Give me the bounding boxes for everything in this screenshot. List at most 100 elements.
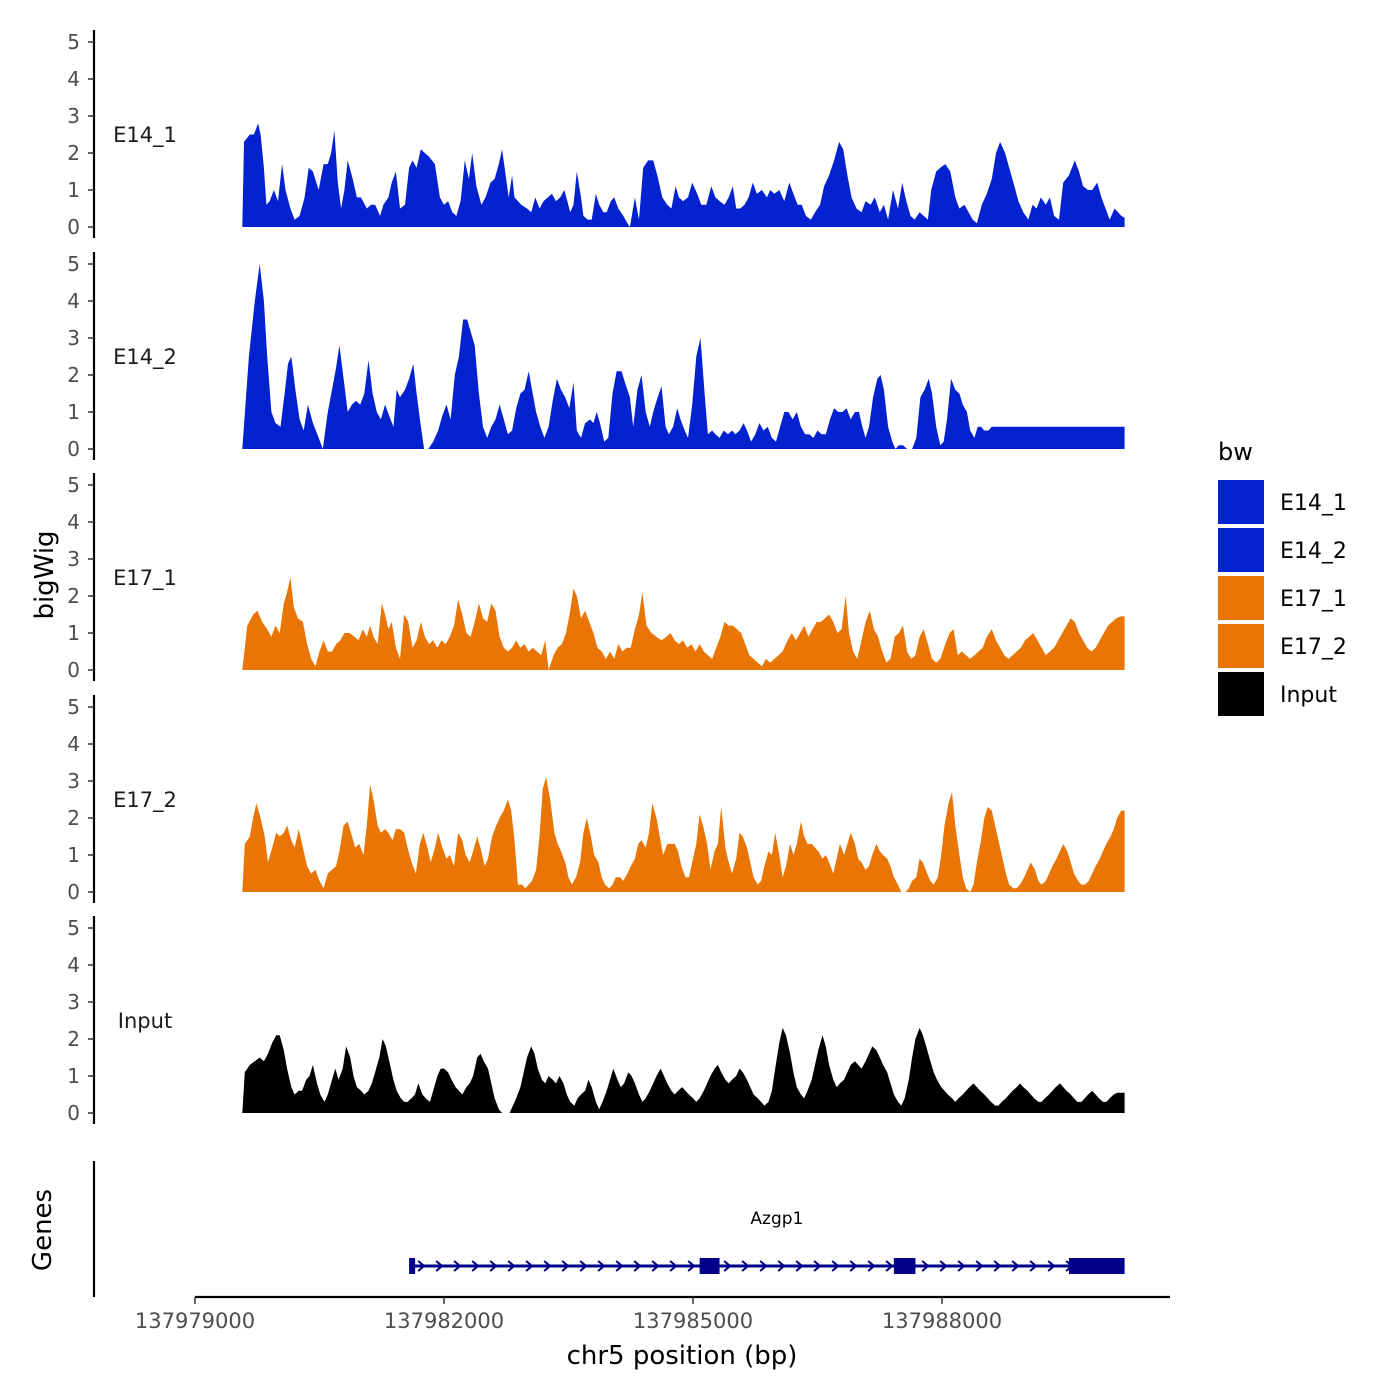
track-label: E17_2 [113,788,177,813]
y-tick-label: 4 [67,67,80,91]
strand-arrow [795,1260,804,1272]
y-tick-label: 3 [67,990,80,1014]
gene-exon [1068,1258,1125,1274]
strand-arrow [813,1260,822,1272]
y-tick-label: 2 [67,806,80,830]
legend: bw E14_1 E14_2 E17_1 E17_2 Input [1218,438,1347,716]
strand-arrow [939,1260,948,1272]
y-tick-label: 2 [67,141,80,165]
strand-arrow [957,1260,966,1272]
y-tick-label: 3 [67,326,80,350]
y-tick-label: 4 [67,510,80,534]
tracks-layer: 0 1 2 3 4 5 E14_1 0 1 2 3 4 5 E14_2 0 1 2 3 4 5 E17_1 0 1 2 3 4 5 E… [67,30,1125,1125]
y-tick-label: 1 [67,178,80,202]
strand-arrow [831,1260,840,1272]
y-tick-label: 1 [67,1064,80,1088]
strand-arrow [993,1260,1002,1272]
legend-swatch [1218,480,1264,524]
legend-label: E14_1 [1280,491,1347,516]
track-e14-1: 0 1 2 3 4 5 E14_1 [67,30,1125,239]
strand-arrow [867,1260,876,1272]
strand-arrow [435,1260,444,1272]
x-axis-title: chr5 position (bp) [567,1341,798,1371]
gene-exon [699,1258,720,1274]
strand-arrow [579,1260,588,1272]
y-tick-label: 1 [67,621,80,645]
strand-arrow [543,1260,552,1272]
legend-title: bw [1218,438,1253,466]
strand-arrow [525,1260,534,1272]
legend-label: E17_1 [1280,587,1347,612]
strand-arrow [885,1260,894,1272]
track-e17-2: 0 1 2 3 4 5 E17_2 [67,695,1125,904]
legend-swatch [1218,672,1264,716]
legend-swatch [1218,624,1264,668]
strand-arrow [1011,1260,1020,1272]
y-tick-label: 4 [67,953,80,977]
gene-name-label: Azgp1 [750,1209,803,1229]
x-tick-label: 137985000 [633,1309,753,1333]
y-tick-label: 1 [67,400,80,424]
legend-label: E17_2 [1280,635,1347,660]
y-tick-label: 2 [67,1027,80,1051]
y-tick-label: 4 [67,732,80,756]
strand-arrow [615,1260,624,1272]
strand-arrow [1029,1260,1038,1272]
strand-arrow [921,1260,930,1272]
strand-arrow [471,1260,480,1272]
genes-track: Genes Azgp1 [28,1161,1125,1297]
y-tick-label: 5 [67,30,80,54]
y-tick-label: 0 [67,437,80,461]
y-tick-label: 4 [67,289,80,313]
coverage-area-e17-2 [242,777,1125,892]
strand-arrow [687,1260,696,1272]
y-axis-title: bigWig [30,530,60,619]
legend-swatch [1218,528,1264,572]
coverage-area-e14-2 [242,264,1125,449]
genes-track-label: Genes [28,1189,58,1271]
track-label: E14_1 [113,123,177,148]
y-tick-label: 5 [67,252,80,276]
strand-arrow [669,1260,678,1272]
strand-arrow [489,1260,498,1272]
y-tick-label: 3 [67,104,80,128]
x-tick-label: 137982000 [384,1309,504,1333]
track-label: Input [118,1009,172,1033]
strand-arrow [741,1260,750,1272]
y-tick-label: 5 [67,473,80,497]
y-tick-label: 0 [67,880,80,904]
strand-arrow [1047,1260,1056,1272]
legend-label: E14_2 [1280,539,1347,564]
track-label: E17_1 [113,566,177,591]
x-tick-label: 137979000 [135,1309,255,1333]
strand-arrow [723,1260,732,1272]
x-axis: 137979000 137982000 137985000 137988000 [135,1295,1170,1333]
strand-arrow [633,1260,642,1272]
strand-arrow [975,1260,984,1272]
track-label: E14_2 [113,345,177,370]
strand-arrow [453,1260,462,1272]
strand-arrow [651,1260,660,1272]
y-tick-label: 3 [67,547,80,571]
y-tick-label: 3 [67,769,80,793]
strand-arrow [597,1260,606,1272]
strand-arrow [777,1260,786,1272]
y-tick-label: 0 [67,1101,80,1125]
y-tick-label: 5 [67,695,80,719]
strand-arrow [849,1260,858,1272]
x-tick-label: 137988000 [882,1309,1002,1333]
y-tick-label: 0 [67,215,80,239]
legend-label: Input [1280,683,1337,708]
y-tick-label: 0 [67,658,80,682]
y-tick-label: 2 [67,584,80,608]
strand-arrow [507,1260,516,1272]
coverage-area-e17-1 [242,577,1125,670]
strand-arrow [561,1260,570,1272]
legend-swatch [1218,576,1264,620]
strand-arrow [759,1260,768,1272]
gene-exon [893,1258,916,1274]
y-tick-label: 1 [67,843,80,867]
track-e17-1: 0 1 2 3 4 5 E17_1 [67,473,1125,682]
coverage-area-e14-1 [242,123,1125,227]
